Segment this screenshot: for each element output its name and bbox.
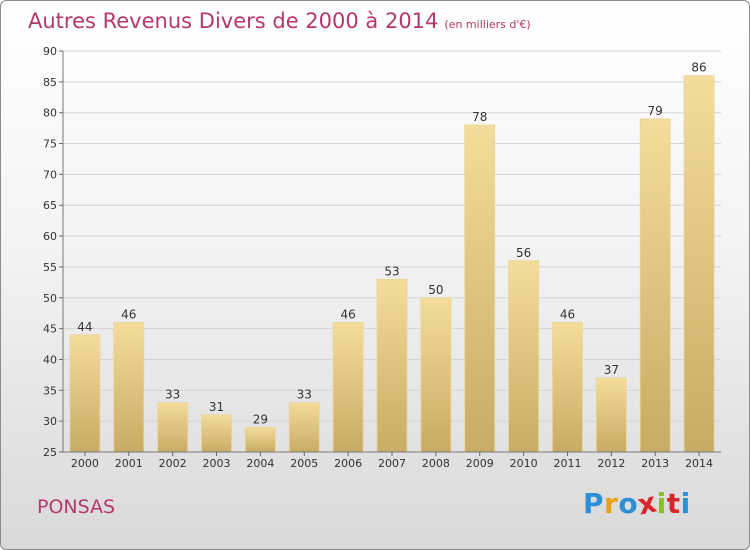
value-label-2011: 46 bbox=[560, 307, 575, 321]
x-tick-label-2004: 2004 bbox=[246, 457, 274, 470]
logo-letter: P bbox=[583, 487, 605, 520]
value-label-2007: 53 bbox=[384, 264, 399, 278]
x-tick-label-2010: 2010 bbox=[510, 457, 538, 470]
commune-name: PONSAS bbox=[37, 496, 116, 518]
chart-title-text: Autres Revenus Divers de 2000 à 2014 bbox=[28, 9, 439, 33]
x-tick-label-2012: 2012 bbox=[597, 457, 625, 470]
y-tick-label: 25 bbox=[43, 446, 57, 459]
x-tick-label-2011: 2011 bbox=[553, 457, 581, 470]
bar-2003 bbox=[201, 414, 232, 453]
y-tick-label: 55 bbox=[43, 261, 57, 274]
x-tick-label-2013: 2013 bbox=[641, 457, 669, 470]
bar-2011 bbox=[552, 322, 583, 453]
value-label-2013: 79 bbox=[648, 104, 663, 118]
value-label-2014: 86 bbox=[691, 61, 706, 75]
bar-2012 bbox=[595, 377, 627, 453]
value-label-2001: 46 bbox=[121, 307, 136, 321]
bar-2001 bbox=[113, 322, 145, 453]
value-label-2003: 31 bbox=[209, 400, 224, 414]
logo-letter: o bbox=[618, 487, 639, 520]
logo-letter: i bbox=[656, 487, 667, 520]
y-tick-label: 85 bbox=[43, 76, 57, 89]
y-tick-label: 90 bbox=[43, 45, 57, 58]
x-tick-label-2007: 2007 bbox=[378, 457, 406, 470]
x-tick-label-2008: 2008 bbox=[422, 457, 450, 470]
value-label-2004: 29 bbox=[253, 412, 268, 426]
x-tick-label-2003: 2003 bbox=[203, 457, 231, 470]
logo-letter: i bbox=[680, 487, 691, 520]
y-tick-label: 70 bbox=[43, 168, 57, 181]
x-tick-label-2000: 2000 bbox=[71, 457, 99, 470]
tick-labels: 25 30 35 40 45 50 55 60 65 70 75 80 85 90 2000 2001 2002… bbox=[43, 45, 713, 470]
x-tick-label-2009: 2009 bbox=[466, 457, 494, 470]
logo-letter: r bbox=[604, 487, 619, 520]
y-tick-label: 60 bbox=[43, 230, 57, 243]
bar-2002 bbox=[157, 402, 189, 453]
bar-2007 bbox=[376, 278, 408, 453]
value-label-2012: 37 bbox=[604, 363, 619, 377]
data-labels: 44 46 33 31 29 33 46 53 50 78 56 46 37 79 86 bbox=[77, 61, 706, 427]
bar-2010 bbox=[508, 260, 540, 453]
value-label-2000: 44 bbox=[77, 320, 92, 334]
y-tick-label: 35 bbox=[43, 384, 57, 397]
value-label-2009: 78 bbox=[472, 110, 487, 124]
x-tick-label-2001: 2001 bbox=[115, 457, 143, 470]
bar-2005 bbox=[288, 402, 320, 453]
proxiti-logo: Proxiti bbox=[583, 485, 691, 521]
x-tick-label-2005: 2005 bbox=[290, 457, 318, 470]
value-label-2008: 50 bbox=[428, 283, 443, 297]
value-label-2005: 33 bbox=[297, 388, 312, 402]
value-label-2010: 56 bbox=[516, 246, 531, 260]
y-tick-label: 40 bbox=[43, 353, 57, 366]
bar-2014 bbox=[683, 75, 715, 453]
y-tick-label: 45 bbox=[43, 323, 57, 336]
y-tick-label: 75 bbox=[43, 138, 57, 151]
value-label-2002: 33 bbox=[165, 388, 180, 402]
chart-unit: (en milliers d'€) bbox=[444, 18, 531, 31]
bar-2000 bbox=[69, 334, 101, 453]
logo-letter: t bbox=[666, 487, 681, 520]
y-tick-label: 80 bbox=[43, 107, 57, 120]
x-tick-label-2002: 2002 bbox=[159, 457, 187, 470]
y-tick-label: 30 bbox=[43, 415, 57, 428]
bar-2013 bbox=[639, 118, 671, 453]
x-tick-label-2014: 2014 bbox=[685, 457, 713, 470]
y-tick-label: 65 bbox=[43, 199, 57, 212]
bar-2009 bbox=[464, 124, 496, 453]
bar-2008 bbox=[420, 297, 452, 453]
value-label-2006: 46 bbox=[340, 307, 355, 321]
bar-2004 bbox=[244, 426, 276, 453]
y-tick-label: 50 bbox=[43, 292, 57, 305]
bar-2006 bbox=[332, 322, 364, 453]
x-tick-label-2006: 2006 bbox=[334, 457, 362, 470]
chart-title: Autres Revenus Divers de 2000 à 2014 (en … bbox=[28, 9, 531, 33]
